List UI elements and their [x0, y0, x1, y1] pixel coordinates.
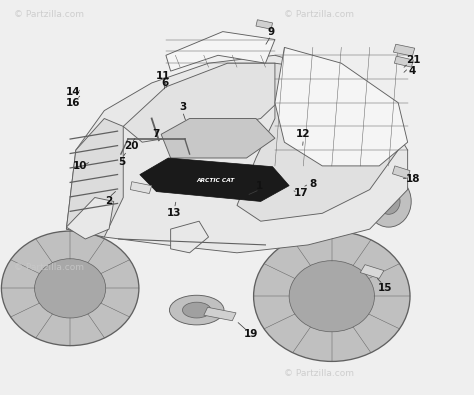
Text: 17: 17: [294, 188, 308, 198]
Text: © Partzilla.com: © Partzilla.com: [284, 10, 355, 19]
Text: 8: 8: [309, 179, 317, 189]
Text: 7: 7: [152, 129, 159, 139]
Text: 15: 15: [378, 282, 392, 293]
Text: 19: 19: [244, 329, 258, 339]
Polygon shape: [393, 44, 415, 56]
Ellipse shape: [182, 302, 211, 318]
Text: © Partzilla.com: © Partzilla.com: [14, 10, 84, 19]
Text: 13: 13: [167, 207, 182, 218]
Polygon shape: [161, 118, 275, 158]
Text: 1: 1: [256, 181, 264, 191]
Ellipse shape: [169, 295, 224, 325]
Polygon shape: [360, 265, 384, 278]
Text: ARCTIC CAT: ARCTIC CAT: [197, 179, 235, 183]
Text: 11: 11: [156, 71, 171, 81]
Text: 21: 21: [406, 55, 420, 65]
Circle shape: [254, 231, 410, 361]
Polygon shape: [392, 166, 410, 179]
Text: 4: 4: [409, 66, 416, 76]
Polygon shape: [66, 118, 123, 237]
Text: 9: 9: [267, 26, 275, 37]
Text: © Partzilla.com: © Partzilla.com: [156, 144, 227, 153]
Text: 6: 6: [161, 78, 169, 88]
Polygon shape: [66, 55, 408, 253]
Polygon shape: [256, 20, 273, 29]
Text: 5: 5: [118, 157, 126, 167]
Polygon shape: [123, 63, 294, 142]
Text: © Partzilla.com: © Partzilla.com: [284, 369, 355, 378]
Text: © Partzilla.com: © Partzilla.com: [14, 263, 84, 272]
Text: 3: 3: [179, 102, 186, 112]
Polygon shape: [237, 63, 398, 221]
Polygon shape: [171, 221, 209, 253]
Text: 16: 16: [66, 98, 81, 108]
Polygon shape: [204, 307, 236, 321]
Polygon shape: [140, 158, 289, 201]
Ellipse shape: [366, 176, 411, 227]
Circle shape: [289, 261, 374, 332]
Polygon shape: [166, 32, 275, 71]
Polygon shape: [130, 182, 152, 194]
Text: 14: 14: [66, 87, 81, 97]
Text: 10: 10: [73, 161, 87, 171]
Text: 18: 18: [406, 173, 420, 184]
Circle shape: [35, 259, 106, 318]
Text: 20: 20: [125, 141, 139, 151]
Circle shape: [1, 231, 139, 346]
Polygon shape: [394, 56, 413, 67]
Polygon shape: [275, 47, 408, 166]
Ellipse shape: [377, 188, 400, 214]
Polygon shape: [66, 198, 114, 239]
Text: 2: 2: [105, 196, 113, 207]
Text: 12: 12: [296, 129, 310, 139]
